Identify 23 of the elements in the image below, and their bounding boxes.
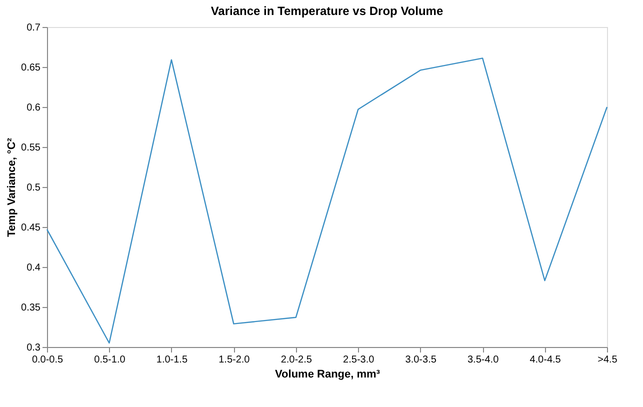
x-tick-label: 0.5-1.0 bbox=[94, 354, 126, 366]
x-tick-label: 0.0-0.5 bbox=[32, 354, 64, 366]
x-tick-label: 4.0-4.5 bbox=[530, 354, 562, 366]
x-tick-label: >4.5 bbox=[598, 354, 618, 366]
y-tick-label: 0.65 bbox=[21, 62, 41, 74]
chart-title: Variance in Temperature vs Drop Volume bbox=[210, 4, 444, 18]
y-axis-title: Temp Variance, °C² bbox=[6, 138, 18, 237]
line-series bbox=[46, 58, 608, 344]
x-tick-label: 3.5-4.0 bbox=[467, 354, 500, 366]
x-axis-title: Volume Range, mm³ bbox=[275, 368, 380, 380]
y-tick-label: 0.6 bbox=[26, 102, 41, 114]
y-tick-label: 0.7 bbox=[26, 22, 41, 34]
x-tick-label: 3.0-3.5 bbox=[405, 354, 437, 366]
y-tick-label: 0.35 bbox=[21, 302, 41, 314]
x-tick-label: 2.5-3.0 bbox=[343, 354, 375, 366]
y-tick-label: 0.45 bbox=[21, 222, 41, 234]
x-tick-label: 2.0-2.5 bbox=[280, 354, 312, 366]
x-tick-label: 1.5-2.0 bbox=[218, 354, 250, 366]
y-tick-label: 0.55 bbox=[21, 142, 41, 154]
y-tick-label: 0.4 bbox=[26, 262, 41, 274]
y-tick-label: 0.3 bbox=[26, 342, 41, 354]
y-tick-label: 0.5 bbox=[26, 182, 41, 194]
x-tick-label: 1.0-1.5 bbox=[156, 354, 188, 366]
